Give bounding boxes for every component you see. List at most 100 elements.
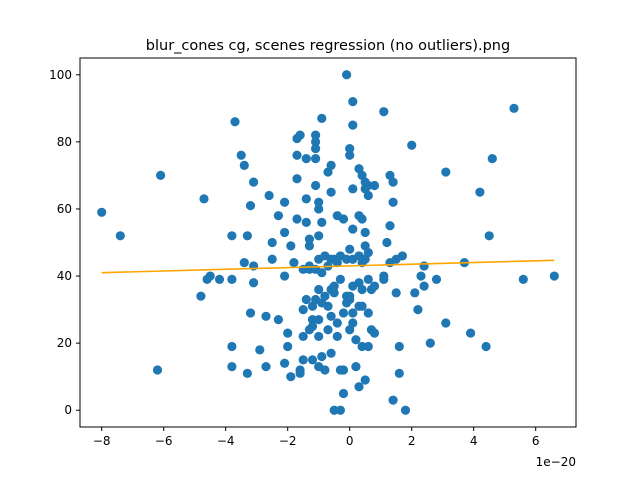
y-tick-label: 20: [57, 336, 72, 350]
data-point: [348, 308, 358, 318]
data-point: [301, 217, 311, 227]
y-tick-label: 0: [64, 403, 72, 417]
data-point: [323, 301, 333, 311]
data-point: [388, 197, 398, 207]
data-point: [400, 405, 411, 415]
data-point: [385, 221, 395, 231]
data-point: [307, 321, 318, 331]
data-point: [345, 143, 355, 154]
data-point: [345, 244, 355, 254]
data-point: [245, 308, 256, 318]
data-point: [295, 130, 305, 140]
data-point: [345, 291, 355, 301]
data-point: [317, 268, 327, 278]
data-point: [301, 194, 311, 204]
x-tick-label: −4: [217, 434, 235, 448]
data-point: [379, 274, 389, 284]
data-point: [261, 311, 271, 321]
data-point: [280, 271, 290, 281]
data-point: [311, 137, 321, 147]
x-tick-label: −2: [279, 434, 297, 448]
data-point: [363, 308, 373, 318]
data-point: [419, 261, 429, 271]
data-point: [484, 231, 494, 241]
data-point: [363, 341, 373, 352]
data-point: [242, 368, 252, 378]
data-point: [156, 170, 166, 181]
data-point: [280, 227, 290, 238]
data-point: [332, 331, 342, 342]
data-point: [317, 113, 327, 123]
data-point: [407, 140, 417, 150]
data-point: [363, 274, 373, 284]
data-point: [264, 190, 274, 201]
data-point: [292, 150, 302, 160]
data-point: [320, 365, 330, 375]
data-point: [348, 318, 358, 328]
data-point: [481, 341, 491, 352]
data-point: [320, 291, 330, 301]
data-point: [292, 174, 302, 184]
x-axis: −8 −6 −4 −2 0 2 4 6: [93, 427, 540, 448]
x-tick-label: 0: [346, 434, 354, 448]
data-point: [425, 338, 435, 348]
data-point: [280, 358, 290, 368]
data-point: [416, 271, 426, 281]
data-point: [304, 241, 314, 251]
data-point: [273, 211, 283, 221]
data-point: [245, 201, 256, 211]
data-point: [301, 154, 311, 164]
plot-area: [97, 70, 559, 415]
data-point: [199, 194, 209, 204]
data-point: [394, 341, 404, 352]
data-point: [394, 368, 404, 378]
data-point: [466, 328, 476, 338]
data-point: [214, 274, 225, 284]
data-point: [335, 405, 345, 415]
data-point: [230, 117, 240, 127]
data-point: [311, 130, 321, 140]
data-point: [329, 288, 339, 298]
data-point: [273, 315, 283, 325]
data-point: [348, 184, 358, 194]
axes-frame: [79, 57, 577, 428]
data-point: [338, 308, 349, 318]
data-point: [289, 258, 299, 268]
data-point: [369, 180, 380, 191]
data-point: [509, 103, 519, 113]
data-point: [286, 372, 296, 382]
data-point: [382, 237, 392, 248]
data-point: [196, 291, 206, 301]
data-point: [441, 167, 451, 177]
data-point: [298, 304, 308, 315]
data-point: [249, 278, 259, 288]
y-tick-label: 80: [57, 135, 72, 149]
data-point: [283, 341, 293, 352]
data-point: [314, 284, 324, 295]
data-point: [326, 187, 336, 197]
data-point: [292, 214, 302, 224]
data-point: [323, 325, 333, 335]
data-point: [295, 368, 305, 378]
data-point: [227, 274, 237, 284]
data-point: [518, 274, 528, 284]
data-point: [360, 227, 370, 238]
data-point: [255, 345, 265, 355]
data-point: [348, 97, 358, 107]
data-point: [311, 143, 321, 154]
x-tick-label: −8: [93, 434, 111, 448]
data-point: [286, 241, 296, 251]
data-point: [267, 254, 277, 264]
data-point: [338, 388, 349, 399]
data-point: [419, 281, 429, 291]
data-point: [298, 355, 308, 365]
data-point: [329, 281, 339, 291]
data-point: [379, 107, 389, 117]
data-point: [227, 341, 237, 352]
data-point: [441, 318, 451, 328]
data-point: [314, 331, 324, 342]
data-point: [410, 288, 420, 298]
data-point: [301, 294, 311, 305]
data-point: [205, 271, 215, 281]
